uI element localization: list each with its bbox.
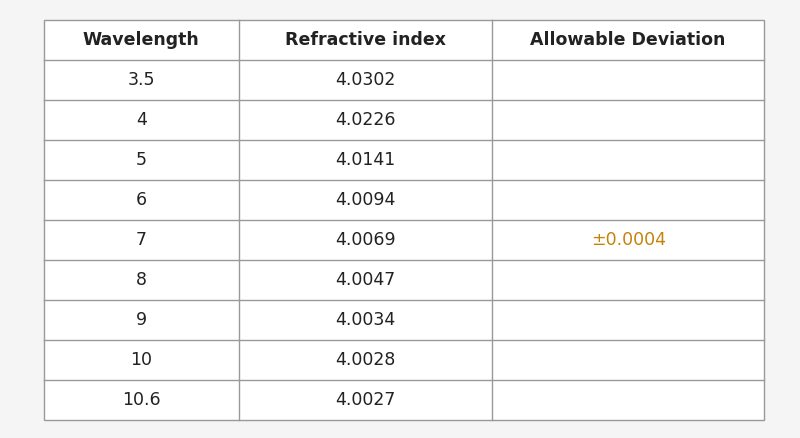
Text: 10: 10 — [130, 351, 152, 369]
Text: 4.0141: 4.0141 — [335, 151, 396, 169]
Text: Refractive index: Refractive index — [285, 31, 446, 49]
Text: ±0.0004: ±0.0004 — [590, 231, 666, 249]
Text: 4.0302: 4.0302 — [335, 71, 396, 89]
Text: 4.0094: 4.0094 — [335, 191, 396, 209]
Text: Wavelength: Wavelength — [83, 31, 200, 49]
Text: 4.0027: 4.0027 — [335, 392, 396, 410]
Text: 4.0028: 4.0028 — [335, 351, 396, 369]
Text: 6: 6 — [136, 191, 147, 209]
Text: 4.0034: 4.0034 — [335, 311, 396, 329]
Text: 10.6: 10.6 — [122, 392, 161, 410]
Text: 8: 8 — [136, 271, 147, 289]
Text: Allowable Deviation: Allowable Deviation — [530, 31, 726, 49]
Text: 4: 4 — [136, 111, 146, 129]
Text: 9: 9 — [136, 311, 147, 329]
Text: 4.0226: 4.0226 — [335, 111, 396, 129]
Text: 4.0047: 4.0047 — [335, 271, 396, 289]
Text: 5: 5 — [136, 151, 147, 169]
Text: 7: 7 — [136, 231, 147, 249]
Text: 4.0069: 4.0069 — [335, 231, 396, 249]
Text: 3.5: 3.5 — [128, 71, 155, 89]
